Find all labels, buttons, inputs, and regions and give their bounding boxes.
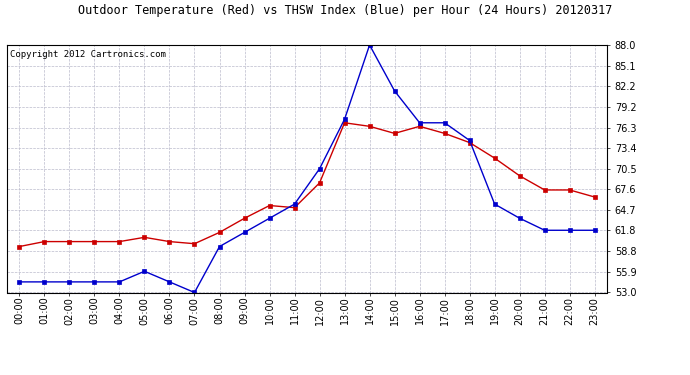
Text: Outdoor Temperature (Red) vs THSW Index (Blue) per Hour (24 Hours) 20120317: Outdoor Temperature (Red) vs THSW Index … — [78, 4, 612, 17]
Text: Copyright 2012 Cartronics.com: Copyright 2012 Cartronics.com — [10, 50, 166, 59]
